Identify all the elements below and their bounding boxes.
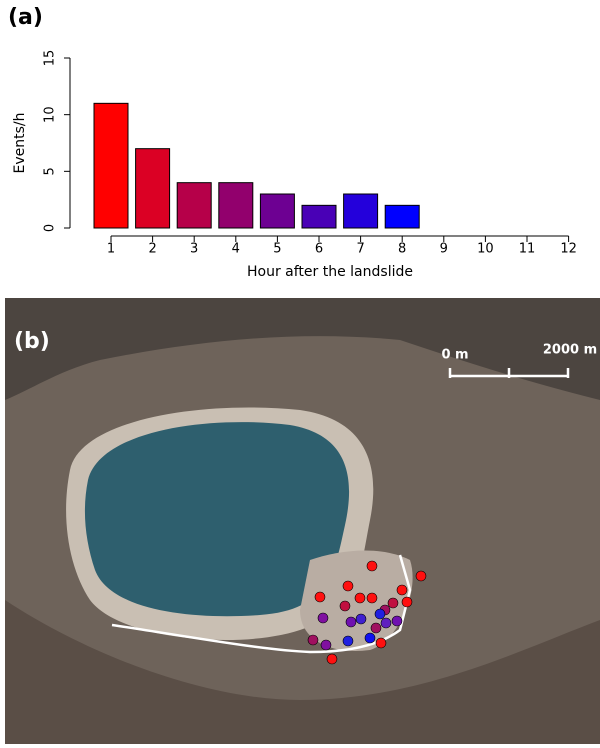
y-tick-label: 10 [43,106,58,123]
scale-label: 0 m [441,348,468,363]
event-dot [364,632,376,644]
x-tick-label: 11 [519,242,536,257]
event-dot [342,580,354,592]
event-dot [375,637,387,649]
y-axis-label: Events/h [12,113,28,174]
bar [218,182,254,229]
x-tick-label: 2 [148,242,156,257]
event-dot [317,612,329,624]
y-tick-label: 15 [43,50,58,67]
x-tick-label: 12 [560,242,577,257]
x-tick-label: 7 [356,242,364,257]
event-dot [326,653,338,665]
panel-label: (b) [14,329,50,354]
x-tick-label: 5 [273,242,281,257]
x-tick-label: 1 [107,242,115,257]
event-dot [339,600,351,612]
x-tick-label: 10 [477,242,494,257]
event-dot [396,584,408,596]
x-tick-label: 3 [190,242,198,257]
lake [84,422,350,617]
bar [93,102,129,229]
bar [135,148,171,229]
x-tick-label: 8 [398,242,406,257]
event-dot [314,591,326,603]
event-dot [374,608,386,620]
event-dot [387,597,399,609]
event-dot [355,613,367,625]
y-tick-label: 0 [43,224,58,232]
event-dot [415,570,427,582]
scarp-line [111,554,412,654]
terrain-dark [5,298,600,400]
event-dot [391,615,403,627]
event-dots [307,560,427,665]
scale-bar [448,368,570,378]
event-dot [307,634,319,646]
terrain-lower [5,600,600,744]
event-dot [354,592,366,604]
panel-label: (a) [8,5,43,30]
event-dot [320,639,332,651]
x-tick-label: 6 [315,242,323,257]
bar [384,204,420,229]
event-dot [342,635,354,647]
event-dot [401,596,413,608]
bar [176,182,212,229]
event-dot [366,560,378,572]
x-tick-label: 4 [232,242,240,257]
x-tick-label: 9 [440,242,448,257]
event-dot [366,592,378,604]
map: 0 m 2000 m (b) [5,298,600,744]
event-dot [370,622,382,634]
bar [343,193,379,229]
x-axis-label: Hour after the landslide [247,264,413,280]
scale-label: 2000 m [543,343,597,358]
bar [301,204,337,229]
event-dot [345,616,357,628]
bar [259,193,295,229]
y-tick-label: 5 [43,167,58,175]
event-dot [380,617,392,629]
